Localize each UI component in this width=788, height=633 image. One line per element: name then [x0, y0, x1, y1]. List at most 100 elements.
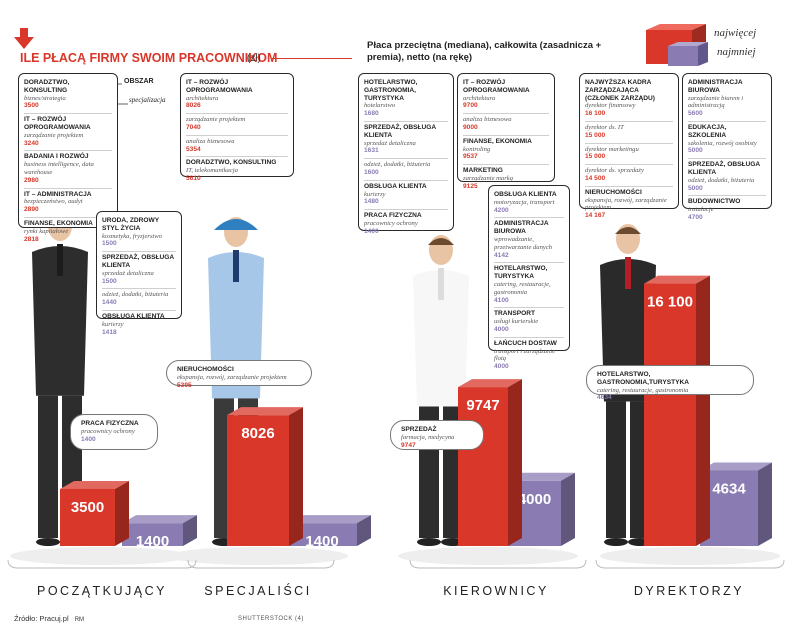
pill-kierownicy: SPRZEDAŻ farmacja, medycyna 9747 — [390, 420, 484, 450]
list-item: SPRZEDAŻ, OBSŁUGA KLIENTA sprzedaż detali… — [102, 252, 176, 290]
bar-najwiecej-3-label: 16 100 — [647, 294, 693, 311]
bar-najwiecej-3 — [644, 283, 696, 546]
bar-najmniej-0-side — [183, 515, 197, 546]
entry-subtitle: zarządzanie marką — [463, 174, 514, 182]
list-item: IT – ROZWÓJ OPROGRAMOWANIA architektura 80… — [186, 77, 288, 115]
entry-value: 1418 — [102, 328, 117, 336]
pill-value: 4634 — [597, 394, 612, 402]
photo-credit: SHUTTERSTOCK (4) — [238, 616, 304, 622]
bar-najmniej-0-label: 1400 — [136, 533, 169, 550]
entry-value: 4000 — [494, 325, 509, 333]
source-note: Źródło: Pracuj.pl RM — [14, 614, 84, 623]
bar-najwiecej-2 — [458, 387, 508, 546]
entry-value: 9125 — [463, 182, 478, 190]
torso-shape — [32, 246, 88, 396]
entry-value: 7040 — [186, 123, 201, 131]
entry-subtitle: wprowadzanie, przetwarzanie danych — [494, 235, 553, 251]
entry-value: 5610 — [186, 174, 201, 182]
list-item: BADANIA I ROZWÓJ business intelligence, d… — [24, 151, 112, 189]
pill-title: NIERUCHOMOŚCI — [177, 366, 234, 373]
bar-najmniej-3-label: 4634 — [712, 480, 746, 497]
list-item: HOTELARSTWO, GASTRONOMIA, TURYSTYKA hotel… — [364, 77, 448, 122]
box-kierownicy-bottom: OBSŁUGA KLIENTA motoryzacja, transport 420… — [488, 185, 570, 370]
list-item: NAJWYŻSZA KADRA ZARZĄDZAJĄCA (CZŁONEK ZA… — [585, 77, 673, 122]
hard-hat-icon — [214, 219, 258, 230]
list-item: FINANSE, EKONOMIA kontroling 9537 — [463, 136, 549, 166]
entry-subtitle: analiza biznesowa — [186, 137, 235, 145]
pill-subtitle: pracownicy ochrony — [81, 427, 135, 435]
list-item: IT – ADMINISTRACJA bezpieczeństwo, audyt 2… — [24, 189, 112, 218]
entry-value: 1480 — [364, 198, 379, 206]
list-item: HOTELARSTWO, TURYSTYKA catering, restaura… — [494, 263, 564, 309]
entry-title: EDUKACJA, SZKOLENIA — [688, 123, 727, 139]
list-item: DORADZTWO, KONSULTING IT, telekomunikacja… — [186, 157, 288, 185]
entry-value: 3240 — [24, 139, 39, 147]
entry-subtitle: hotelarstwo — [364, 102, 396, 110]
shoe-left — [417, 538, 441, 546]
box-poczatkujacy-top: DORADZTWO, KONSULTING biznes/strategia 350… — [18, 73, 118, 243]
bar-najmniej-2-side — [561, 472, 575, 546]
leg-left — [606, 401, 626, 538]
entry-subtitle: kurierzy — [364, 190, 386, 198]
list-item: URODA, ZDROWY STYL ŻYCIA kosmetyka, fryzj… — [102, 215, 176, 253]
bar-najwiecej-0-top — [60, 480, 129, 489]
torso-shape — [413, 270, 469, 407]
bar-najmniej-1-top — [287, 515, 371, 524]
entry-title: NAJWYŻSZA KADRA ZARZĄDZAJĄCA (CZŁONEK ZA… — [585, 79, 655, 102]
bar-najwiecej-1 — [227, 415, 289, 546]
entry-subtitle: business intelligence, data warehouse — [24, 161, 94, 176]
list-item: OBSŁUGA KLIENTA kurierzy 1418 — [102, 311, 176, 339]
pill-subtitle: catering, restauracje, gastronomia — [597, 386, 689, 394]
pill-title: SPRZEDAŻ — [401, 426, 437, 433]
shoe-left — [604, 538, 628, 546]
entry-title: DORADZTWO, KONSULTING — [24, 79, 70, 94]
entry-title: URODA, ZDROWY STYL ŻYCIA — [102, 217, 160, 232]
entry-title: HOTELARSTWO, TURYSTYKA — [494, 265, 548, 281]
entry-value: 8026 — [186, 102, 201, 110]
entry-subtitle: zarządzanie biurem i administracją — [688, 94, 744, 110]
entry-subtitle: kurierzy — [102, 320, 124, 328]
source-text: Źródło: Pracuj.pl — [14, 614, 69, 623]
floor-shadow — [398, 547, 578, 565]
entry-value: 1500 — [102, 240, 117, 248]
entry-title: HOTELARSTWO, GASTRONOMIA, TURYSTYKA — [364, 79, 418, 102]
entry-subtitle: odzież, dodatki, biżuteria — [102, 291, 169, 299]
entry-value: 9537 — [463, 153, 478, 161]
bar-najmniej-3-top — [700, 462, 772, 471]
entry-value: 16 100 — [585, 110, 606, 118]
subtitle: Płaca przeciętna (mediana), całkowita (z… — [367, 40, 602, 63]
key-specjalizacja: specjalizacja — [129, 96, 166, 104]
list-item: FINANSE, EKONOMIA rynki kapitałowe 2818 — [24, 218, 112, 246]
list-item: analiza biznesowa 5354 — [186, 136, 288, 158]
list-item: dyrektor marketingu 15 000 — [585, 144, 673, 166]
legend-high: najwięcej — [714, 27, 757, 39]
entry-value: 1500 — [102, 277, 117, 285]
list-item: SPRZEDAŻ, OBSŁUGA KLIENTA sprzedaż detali… — [364, 122, 448, 160]
bar-najmniej-3-side — [758, 462, 772, 546]
entry-subtitle: dyrektor marketingu — [585, 145, 639, 153]
list-item: ADMINISTRACJA BIUROWA zarządzanie biurem … — [688, 77, 766, 122]
box-kierownicy-top: HOTELARSTWO, GASTRONOMIA, TURYSTYKA hotel… — [358, 73, 454, 235]
page-title: ILE PŁACĄ FIRMY SWOIM PRACOWNIKOM — [20, 51, 278, 65]
entry-title: MARKETING — [463, 167, 503, 175]
entry-value: 4000 — [494, 363, 509, 371]
entry-value: 15 000 — [585, 131, 606, 139]
group-label-poczatkujacy: POCZĄTKUJĄCY — [36, 584, 167, 598]
floor-shadow — [10, 547, 190, 565]
group-label-dyrektorzy: DYREKTORZY — [633, 584, 745, 598]
title-rule — [272, 58, 352, 59]
list-item: TRANSPORT usługi kurierskie 4000 — [494, 308, 564, 338]
pill-subtitle: farmacja, medycyna — [401, 433, 455, 441]
bar-najwiecej-1-side — [289, 407, 303, 546]
entry-title: SPRZEDAŻ, OBSŁUGA KLIENTA — [102, 254, 174, 269]
entry-subtitle: kontroling — [463, 145, 491, 153]
group-bracket-3 — [595, 559, 785, 569]
entry-value: 5000 — [688, 184, 703, 192]
entry-subtitle: pracownicy ochrony — [364, 219, 418, 227]
entry-title: PRACA FIZYCZNA — [364, 212, 422, 220]
entry-subtitle: IT, telekomunikacja — [186, 167, 238, 175]
entry-value: 4142 — [494, 251, 509, 259]
entry-value: 4700 — [688, 213, 703, 221]
entry-title: BUDOWNICTWO — [688, 198, 741, 206]
